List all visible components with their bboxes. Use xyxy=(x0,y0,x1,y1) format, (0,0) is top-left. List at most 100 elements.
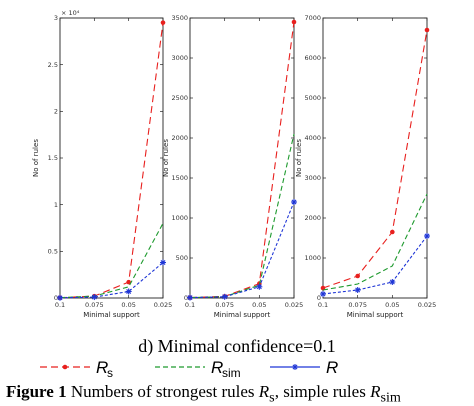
y-tick-label: 0.5 xyxy=(48,248,58,256)
caption-label: Figure 1 xyxy=(6,382,67,401)
data-point xyxy=(160,259,166,266)
caption-var1-sub: s xyxy=(269,389,275,406)
y-tick-label: 1500 xyxy=(171,174,188,182)
data-point xyxy=(355,273,360,279)
y-tick-label: 2000 xyxy=(304,214,321,222)
data-point xyxy=(126,279,131,285)
figure-caption: Figure 1 Numbers of strongest rules Rs, … xyxy=(6,382,474,406)
series-line xyxy=(189,201,295,299)
x-tick-label: 0.025 xyxy=(418,301,437,309)
y-tick-label: 3000 xyxy=(171,54,188,62)
x-tick-label: 0.075 xyxy=(348,301,367,309)
legend-marker xyxy=(292,364,298,370)
legend-entry-1: Rs xyxy=(40,358,113,380)
y-axis-label: No of rules xyxy=(162,139,170,177)
x-tick-label: 0.05 xyxy=(252,301,266,309)
x-tick-label: 0.1 xyxy=(185,301,195,309)
series-line xyxy=(59,223,164,299)
caption-var2-sub: sim xyxy=(380,389,401,406)
y-tick-label: 2000 xyxy=(171,134,188,142)
data-point xyxy=(320,285,326,291)
y-tick-label: 5000 xyxy=(304,94,321,102)
series-R xyxy=(187,199,297,301)
series-line xyxy=(59,262,164,299)
data-point xyxy=(291,199,297,205)
y-axis-label: No of rules xyxy=(295,139,303,177)
y-tick-label: 1000 xyxy=(304,254,321,262)
x-tick-label: 0.025 xyxy=(154,301,173,309)
legend-label-sub: s xyxy=(107,366,113,380)
y-tick-label: 7000 xyxy=(304,14,321,22)
legend-label-sub: sim xyxy=(222,366,241,380)
data-point xyxy=(187,294,193,301)
data-point xyxy=(57,294,63,301)
subcaption: d) Minimal confidence=0.1 xyxy=(138,336,336,356)
y-tick-label: 3 xyxy=(54,14,58,22)
y-tick-label: 3000 xyxy=(304,174,321,182)
caption-text-b: , simple rules xyxy=(274,382,371,401)
legend-marker xyxy=(62,364,68,370)
legend: Rs Rsim R xyxy=(40,358,338,380)
y-exponent-label: × 10⁴ xyxy=(61,9,80,17)
data-point xyxy=(390,229,395,235)
figure-panels: 0 0.5 1 1.5 2 2.5 3 0.1 0.075 0.05 0.025 × 10⁴ No of… xyxy=(32,9,436,319)
x-tick-label: 0.05 xyxy=(385,301,399,309)
series-Rs xyxy=(187,19,297,300)
series-Rsim xyxy=(59,223,164,299)
data-point xyxy=(291,19,297,25)
y-tick-label: 2 xyxy=(54,108,58,116)
x-axis-label: Minimal support xyxy=(83,311,140,319)
series-Rsim xyxy=(189,133,295,299)
series-R xyxy=(320,233,430,297)
series-line xyxy=(322,235,428,295)
chart-panel-1: 0 0.5 1 1.5 2 2.5 3 0.1 0.075 0.05 0.025 × 10⁴ No of… xyxy=(32,9,172,319)
x-tick-label: 0.075 xyxy=(215,301,234,309)
x-tick-label: 0.05 xyxy=(121,301,135,309)
legend-label: R xyxy=(211,358,223,377)
data-point xyxy=(354,287,361,293)
y-tick-label: 500 xyxy=(176,254,188,262)
axes-box xyxy=(59,17,164,299)
data-point xyxy=(91,294,98,301)
series-line xyxy=(189,21,295,299)
data-point xyxy=(424,27,430,33)
series-line xyxy=(322,193,428,291)
data-point xyxy=(320,291,326,297)
caption-var1: R xyxy=(258,382,270,401)
y-tick-label: 0 xyxy=(317,294,321,302)
data-point xyxy=(160,20,166,25)
series-Rs xyxy=(320,27,430,291)
caption-var2: R xyxy=(370,382,381,401)
series-R xyxy=(57,259,166,301)
x-tick-label: 0.025 xyxy=(285,301,304,309)
series-Rsim xyxy=(322,193,428,291)
x-tick-label: 0.1 xyxy=(55,301,65,309)
chart-panel-3: 0 1000 2000 3000 4000 5000 6000 7000 0.1 0.075 0.0… xyxy=(295,14,436,319)
legend-label: R xyxy=(96,358,108,377)
series-line xyxy=(322,29,428,289)
chart-panel-2: 0 500 1000 1500 2000 2500 3000 3500 0.1 0.075 0.05… xyxy=(162,14,303,319)
x-tick-label: 0.075 xyxy=(85,301,104,309)
series-line xyxy=(189,133,295,299)
y-tick-label: 0 xyxy=(54,294,58,302)
data-point xyxy=(389,279,396,285)
legend-entry-3: R xyxy=(270,358,338,377)
y-tick-label: 1000 xyxy=(171,214,188,222)
y-tick-label: 6000 xyxy=(304,54,321,62)
y-tick-label: 2500 xyxy=(171,94,188,102)
data-point xyxy=(221,293,228,300)
x-tick-label: 0.1 xyxy=(318,301,328,309)
data-point xyxy=(125,288,132,295)
y-tick-label: 3500 xyxy=(171,14,188,22)
data-point xyxy=(256,283,263,290)
legend-label: R xyxy=(326,358,338,377)
y-tick-label: 0 xyxy=(184,294,188,302)
series-Rs xyxy=(57,20,166,301)
legend-entry-2: Rsim xyxy=(155,358,241,380)
x-axis-label: Minimal support xyxy=(214,311,271,319)
y-axis-label: No of rules xyxy=(32,139,40,177)
y-tick-label: 1 xyxy=(54,201,58,209)
data-point xyxy=(424,233,430,239)
y-tick-label: 2.5 xyxy=(48,61,58,69)
series-line xyxy=(59,22,164,299)
